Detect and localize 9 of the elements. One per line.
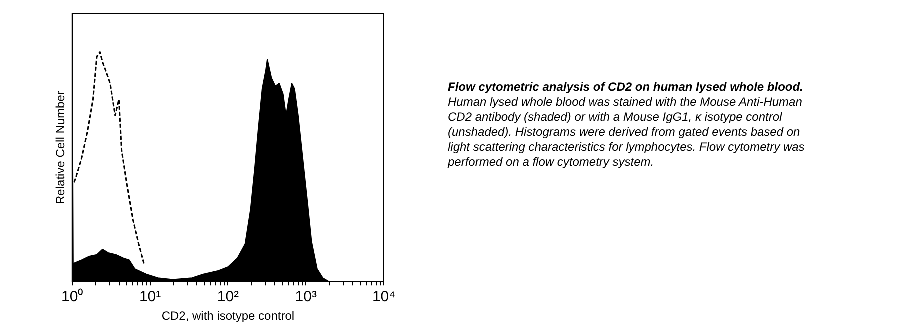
x-tick-label: 10⁰ [62, 288, 84, 306]
x-tick-label: 10³ [295, 288, 317, 306]
text: Human lysed whole blood was stained with the Mouse Anti-Human CD2 antibody (shaded) or with a Mouse IgG1, κ isotype control (unshaded). Histograms were derived from gated events based on light scattering characteristics for lymphocytes. Flow cytometry was performed on a flow cytometry system. [448, 95, 805, 169]
x-tick-label: 10⁴ [372, 288, 396, 306]
y-axis-title: Relative Cell Number [54, 91, 68, 204]
x-tick-label: 10¹ [139, 288, 162, 306]
text: Flow cytometric analysis of CD2 on human lysed whole blood. [448, 80, 804, 94]
x-axis-title: CD2, with isotype control [162, 309, 295, 324]
x-tick-label: 10² [217, 288, 240, 306]
